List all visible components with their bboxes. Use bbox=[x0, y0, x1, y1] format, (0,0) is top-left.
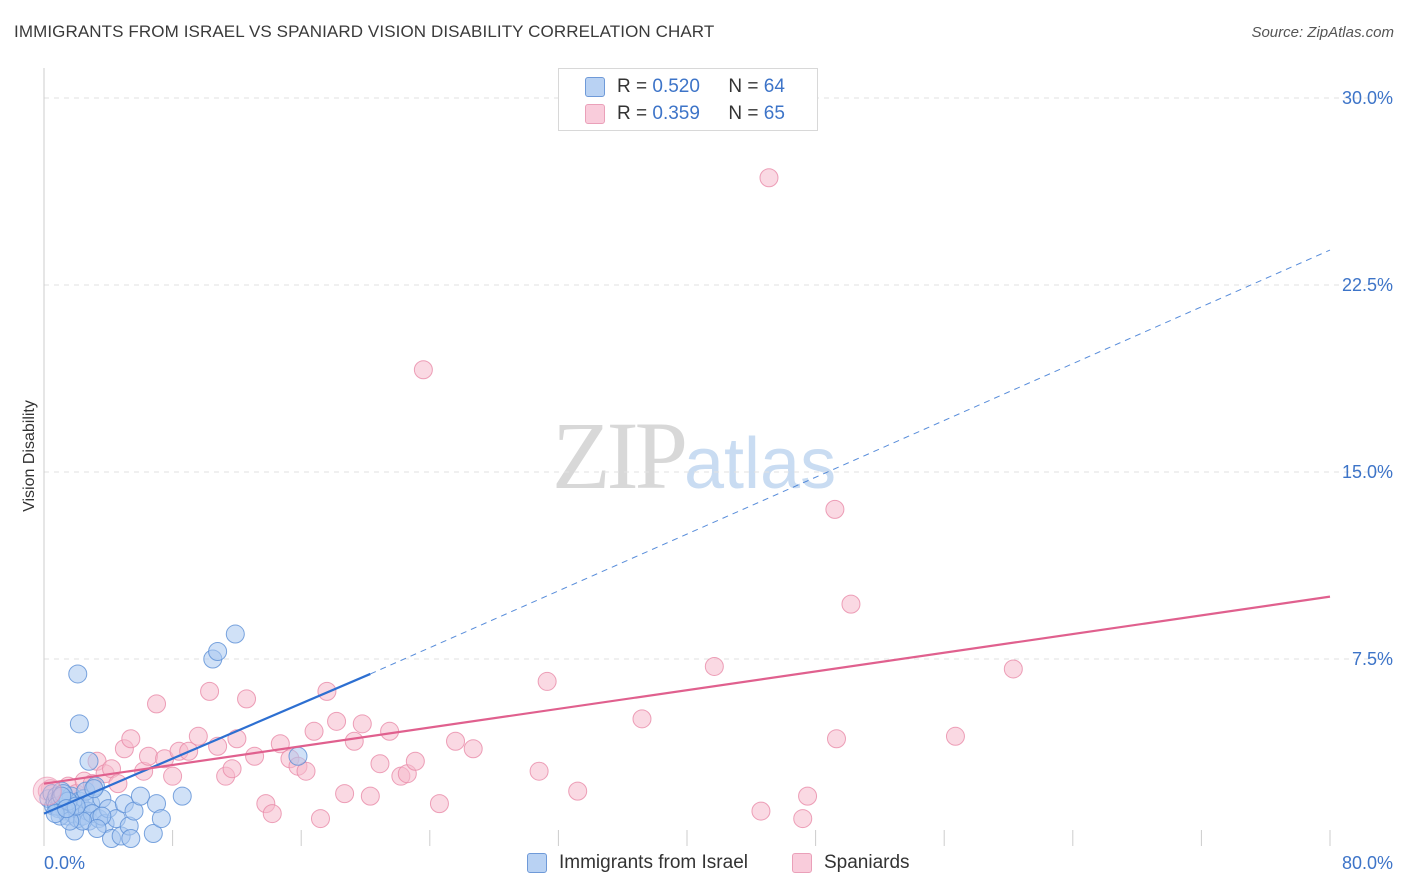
israel-point bbox=[208, 642, 228, 662]
y-tick-label: 15.0% bbox=[1342, 462, 1393, 482]
spaniard-point bbox=[825, 499, 845, 519]
israel-point bbox=[79, 751, 99, 771]
bottom-legend-israel: Immigrants from Israel bbox=[527, 852, 748, 874]
spaniard-point bbox=[163, 766, 183, 786]
spaniard-point bbox=[380, 721, 400, 741]
israel-point bbox=[87, 819, 107, 839]
legend-r-label-spaniards: R = bbox=[617, 103, 648, 124]
spaniard-point bbox=[222, 759, 242, 779]
y-tick-label: 30.0% bbox=[1342, 88, 1393, 108]
bottom-legend-swatch-israel bbox=[527, 853, 547, 873]
spaniard-point bbox=[188, 726, 208, 746]
watermark-atlas: atlas bbox=[684, 424, 837, 504]
legend-n-label-spaniards: N = bbox=[728, 103, 759, 124]
spaniard-point bbox=[121, 729, 141, 749]
legend-r-value-spaniards: 0.359 bbox=[652, 103, 700, 124]
spaniard-point bbox=[798, 786, 818, 806]
israel-point bbox=[172, 786, 192, 806]
spaniard-point bbox=[147, 694, 167, 714]
spaniard-point bbox=[751, 801, 771, 821]
israel-point bbox=[288, 746, 308, 766]
spaniard-point bbox=[632, 709, 652, 729]
legend-n-label-israel: N = bbox=[728, 76, 759, 97]
israel-point bbox=[130, 786, 150, 806]
spaniard-point bbox=[327, 711, 347, 731]
spaniard-point bbox=[945, 726, 965, 746]
spaniard-point bbox=[200, 681, 220, 701]
spaniard-point bbox=[537, 671, 557, 691]
spaniard-point bbox=[304, 721, 324, 741]
legend-r-value-israel: 0.520 bbox=[652, 76, 700, 97]
legend-row-spaniards: R = 0.359 N = 65 bbox=[585, 102, 785, 126]
spaniard-point bbox=[310, 809, 330, 829]
spaniard-point bbox=[429, 794, 449, 814]
israel-point bbox=[151, 809, 171, 829]
legend-row-israel: R = 0.520 N = 64 bbox=[585, 75, 785, 99]
spaniard-point bbox=[237, 689, 257, 709]
israel-point bbox=[225, 624, 245, 644]
israel-point bbox=[68, 664, 88, 684]
spaniard-point bbox=[138, 746, 158, 766]
spaniard-point bbox=[227, 729, 247, 749]
spaniard-point bbox=[344, 731, 364, 751]
spaniard-point bbox=[262, 804, 282, 824]
spaniard-point bbox=[826, 729, 846, 749]
israel-point bbox=[69, 714, 89, 734]
spaniard-point bbox=[335, 784, 355, 804]
spaniard-point bbox=[841, 594, 861, 614]
bottom-legend-label-israel: Immigrants from Israel bbox=[559, 852, 748, 873]
spaniard-point bbox=[446, 731, 466, 751]
bottom-legend-label-spaniards: Spaniards bbox=[824, 852, 910, 873]
spaniard-point bbox=[793, 809, 813, 829]
israel-trendline bbox=[43, 672, 371, 815]
spaniard-trendline bbox=[43, 595, 1331, 785]
watermark: ZIPatlas bbox=[552, 400, 836, 511]
legend-n-value-israel: 64 bbox=[763, 76, 785, 97]
spaniard-point bbox=[405, 751, 425, 771]
spaniard-point bbox=[759, 168, 779, 188]
legend-swatch-israel bbox=[585, 77, 605, 97]
spaniard-point bbox=[1003, 659, 1023, 679]
x-tick-label-max: 80.0% bbox=[1342, 853, 1393, 873]
watermark-zip: ZIP bbox=[552, 402, 688, 509]
israel-point bbox=[143, 824, 163, 844]
spaniard-point bbox=[352, 714, 372, 734]
x-tick-label-min: 0.0% bbox=[44, 853, 85, 873]
chart-title: IMMIGRANTS FROM ISRAEL VS SPANIARD VISIO… bbox=[14, 22, 715, 41]
legend-r-label-israel: R = bbox=[617, 76, 648, 97]
spaniard-point bbox=[704, 656, 724, 676]
spaniard-point-cluster bbox=[32, 776, 62, 806]
y-tick-label: 7.5% bbox=[1352, 649, 1393, 669]
legend-swatch-spaniards bbox=[585, 104, 605, 124]
spaniard-point bbox=[296, 761, 316, 781]
spaniard-point bbox=[413, 360, 433, 380]
correlation-legend: R = 0.520 N = 64 R = 0.359 N = 65 bbox=[558, 68, 818, 131]
spaniard-point bbox=[360, 786, 380, 806]
source-label: Source: ZipAtlas.com bbox=[1251, 24, 1394, 41]
israel-trendline-extrapolated bbox=[370, 249, 1331, 675]
y-tick-label: 22.5% bbox=[1342, 275, 1393, 295]
bottom-legend-spaniards: Spaniards bbox=[792, 852, 910, 874]
spaniard-point bbox=[463, 739, 483, 759]
spaniard-point bbox=[529, 761, 549, 781]
spaniard-point bbox=[568, 781, 588, 801]
israel-point bbox=[121, 829, 141, 849]
spaniard-point bbox=[370, 754, 390, 774]
legend-n-value-spaniards: 65 bbox=[763, 103, 785, 124]
spaniard-point bbox=[245, 746, 265, 766]
bottom-legend-swatch-spaniards bbox=[792, 853, 812, 873]
